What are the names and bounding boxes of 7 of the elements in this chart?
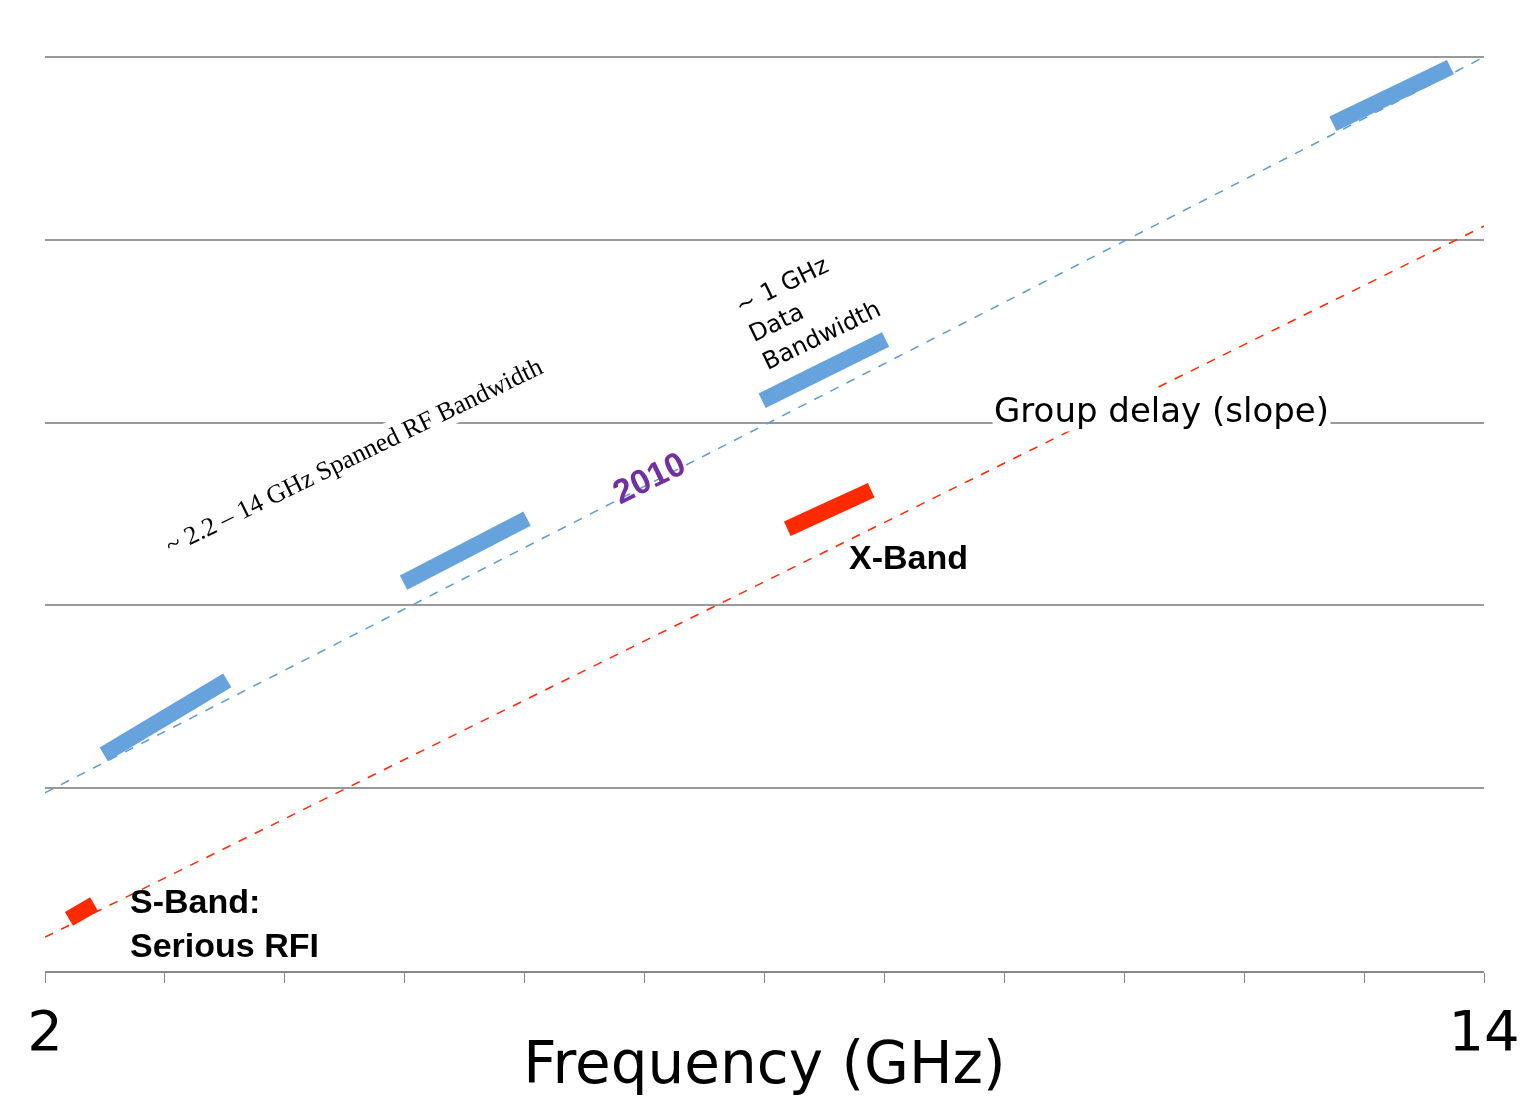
annotation: Group delay (slope)	[994, 390, 1330, 430]
annotation: S-Band: Serious RFI	[130, 882, 319, 965]
annotation: X-Band	[849, 538, 968, 576]
x-tick-label: 2	[27, 998, 63, 1064]
x-axis-title: Frequency (GHz)	[523, 1029, 1006, 1097]
x-tick-label: 14	[1448, 998, 1520, 1064]
annotation: 2010	[606, 443, 691, 511]
